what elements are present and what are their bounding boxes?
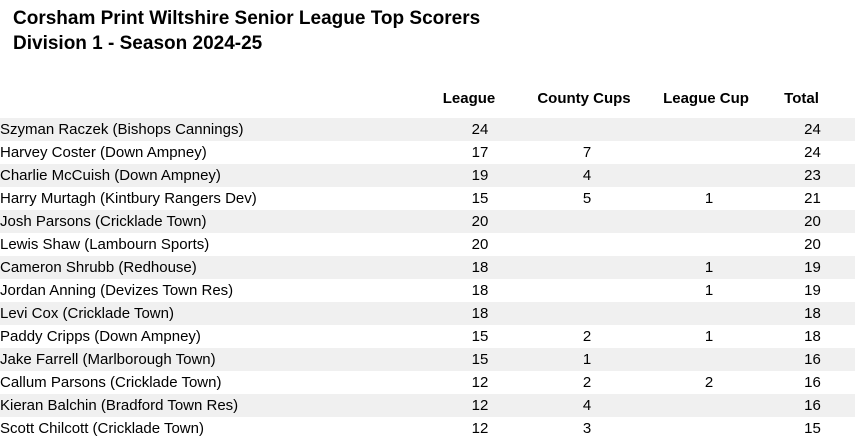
cell-player-name: Paddy Cripps (Down Ampney) <box>0 325 434 348</box>
cell-county-cups: 5 <box>526 187 648 210</box>
cell-league: 20 <box>434 233 526 256</box>
cell-league: 12 <box>434 371 526 394</box>
cell-player-name: Charlie McCuish (Down Ampney) <box>0 164 434 187</box>
cell-county-cups: 2 <box>526 325 648 348</box>
page-title-line-2: Division 1 - Season 2024-25 <box>13 33 263 54</box>
cell-league: 15 <box>434 348 526 371</box>
cell-league: 15 <box>434 325 526 348</box>
cell-player-name: Szyman Raczek (Bishops Cannings) <box>0 118 434 141</box>
table-row: Levi Cox (Cricklade Town) 18 18 <box>0 302 855 325</box>
cell-league-cup <box>648 164 770 187</box>
top-scorers-table: League County Cups League Cup Total Szym… <box>0 78 855 440</box>
cell-league: 18 <box>434 256 526 279</box>
table-header-row: League County Cups League Cup Total <box>0 78 855 118</box>
cell-league: 17 <box>434 141 526 164</box>
cell-league-cup <box>648 302 770 325</box>
cell-county-cups: 1 <box>526 348 648 371</box>
cell-county-cups <box>526 279 648 302</box>
cell-total: 18 <box>770 302 855 325</box>
table-body: Szyman Raczek (Bishops Cannings) 24 24 Harv… <box>0 118 855 440</box>
column-header-total: Total <box>770 78 855 118</box>
cell-league-cup <box>648 141 770 164</box>
cell-total: 23 <box>770 164 855 187</box>
cell-total: 19 <box>770 279 855 302</box>
table-row: Paddy Cripps (Down Ampney) 15 2 1 18 <box>0 325 855 348</box>
cell-total: 20 <box>770 210 855 233</box>
cell-county-cups: 7 <box>526 141 648 164</box>
column-header-league-cup: League Cup <box>648 78 770 118</box>
cell-total: 16 <box>770 348 855 371</box>
table-row: Jordan Anning (Devizes Town Res) 18 1 19 <box>0 279 855 302</box>
cell-player-name: Scott Chilcott (Cricklade Town) <box>0 417 434 440</box>
cell-county-cups: 3 <box>526 417 648 440</box>
table-header: League County Cups League Cup Total <box>0 78 855 118</box>
table-row: Charlie McCuish (Down Ampney) 19 4 23 <box>0 164 855 187</box>
table-row: Harvey Coster (Down Ampney) 17 7 24 <box>0 141 855 164</box>
cell-player-name: Kieran Balchin (Bradford Town Res) <box>0 394 434 417</box>
cell-county-cups: 4 <box>526 164 648 187</box>
table-row: Szyman Raczek (Bishops Cannings) 24 24 <box>0 118 855 141</box>
table-row: Jake Farrell (Marlborough Town) 15 1 16 <box>0 348 855 371</box>
cell-total: 24 <box>770 141 855 164</box>
cell-player-name: Cameron Shrubb (Redhouse) <box>0 256 434 279</box>
cell-league-cup: 2 <box>648 371 770 394</box>
table-row: Kieran Balchin (Bradford Town Res) 12 4 16 <box>0 394 855 417</box>
cell-league-cup <box>648 118 770 141</box>
cell-league: 12 <box>434 394 526 417</box>
table-row: Lewis Shaw (Lambourn Sports) 20 20 <box>0 233 855 256</box>
cell-total: 16 <box>770 394 855 417</box>
cell-league: 12 <box>434 417 526 440</box>
cell-player-name: Jake Farrell (Marlborough Town) <box>0 348 434 371</box>
cell-league: 20 <box>434 210 526 233</box>
cell-player-name: Lewis Shaw (Lambourn Sports) <box>0 233 434 256</box>
cell-league: 24 <box>434 118 526 141</box>
cell-league: 15 <box>434 187 526 210</box>
cell-player-name: Callum Parsons (Cricklade Town) <box>0 371 434 394</box>
cell-league-cup: 1 <box>648 256 770 279</box>
column-header-county-cups: County Cups <box>526 78 648 118</box>
cell-player-name: Josh Parsons (Cricklade Town) <box>0 210 434 233</box>
cell-total: 16 <box>770 371 855 394</box>
cell-county-cups: 2 <box>526 371 648 394</box>
table-row: Cameron Shrubb (Redhouse) 18 1 19 <box>0 256 855 279</box>
cell-player-name: Levi Cox (Cricklade Town) <box>0 302 434 325</box>
cell-league-cup: 1 <box>648 325 770 348</box>
cell-player-name: Harry Murtagh (Kintbury Rangers Dev) <box>0 187 434 210</box>
cell-league: 18 <box>434 302 526 325</box>
column-header-league: League <box>434 78 526 118</box>
cell-county-cups <box>526 118 648 141</box>
cell-total: 21 <box>770 187 855 210</box>
cell-league-cup <box>648 233 770 256</box>
cell-total: 15 <box>770 417 855 440</box>
cell-county-cups <box>526 302 648 325</box>
cell-total: 20 <box>770 233 855 256</box>
cell-total: 18 <box>770 325 855 348</box>
cell-county-cups <box>526 210 648 233</box>
cell-league-cup <box>648 417 770 440</box>
cell-league-cup: 1 <box>648 187 770 210</box>
cell-county-cups: 4 <box>526 394 648 417</box>
page-title-line-1: Corsham Print Wiltshire Senior League To… <box>13 8 481 29</box>
cell-county-cups <box>526 256 648 279</box>
cell-player-name: Jordan Anning (Devizes Town Res) <box>0 279 434 302</box>
cell-total: 19 <box>770 256 855 279</box>
cell-player-name: Harvey Coster (Down Ampney) <box>0 141 434 164</box>
cell-league-cup <box>648 348 770 371</box>
column-header-player <box>0 78 434 118</box>
table-row: Harry Murtagh (Kintbury Rangers Dev) 15 5 1… <box>0 187 855 210</box>
cell-league-cup <box>648 394 770 417</box>
cell-league-cup <box>648 210 770 233</box>
page-title: Corsham Print Wiltshire Senior League To… <box>13 6 480 56</box>
cell-league: 18 <box>434 279 526 302</box>
table-row: Josh Parsons (Cricklade Town) 20 20 <box>0 210 855 233</box>
table-row: Scott Chilcott (Cricklade Town) 12 3 15 <box>0 417 855 440</box>
cell-county-cups <box>526 233 648 256</box>
cell-total: 24 <box>770 118 855 141</box>
cell-league-cup: 1 <box>648 279 770 302</box>
table-row: Callum Parsons (Cricklade Town) 12 2 2 16 <box>0 371 855 394</box>
cell-league: 19 <box>434 164 526 187</box>
